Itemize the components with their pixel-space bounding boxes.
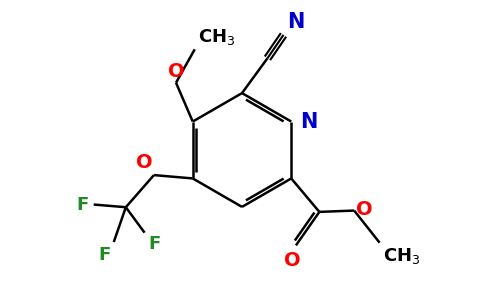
Text: F: F (148, 235, 160, 253)
Text: CH$_3$: CH$_3$ (198, 27, 236, 47)
Text: F: F (99, 246, 111, 264)
Text: O: O (356, 200, 373, 219)
Text: N: N (300, 112, 318, 132)
Text: F: F (76, 196, 89, 214)
Text: CH$_3$: CH$_3$ (383, 246, 420, 266)
Text: O: O (284, 251, 301, 270)
Text: O: O (136, 153, 152, 172)
Text: O: O (167, 62, 184, 81)
Text: N: N (287, 12, 305, 32)
